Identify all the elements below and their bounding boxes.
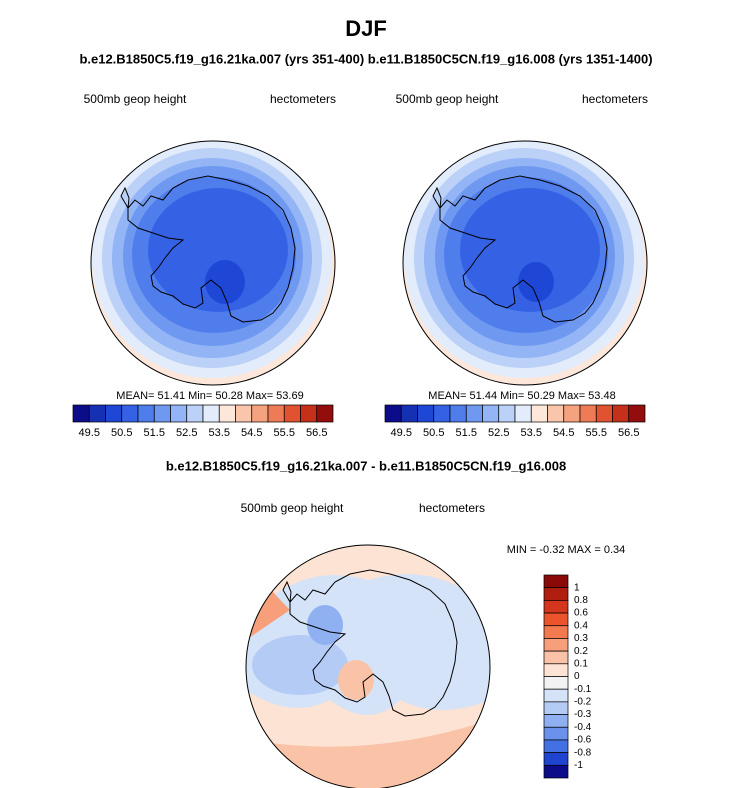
colorbar-box bbox=[384, 404, 402, 423]
colorbar-box bbox=[498, 404, 516, 423]
colorbar-label: 0.3 bbox=[574, 633, 588, 644]
colorbar-box bbox=[283, 404, 301, 423]
colorbar-box bbox=[563, 404, 581, 423]
colorbar-box bbox=[514, 404, 532, 423]
colorbar-box bbox=[543, 739, 569, 753]
map bbox=[91, 141, 335, 385]
colorbar-label: 50.5 bbox=[111, 427, 132, 439]
colorbar-label: 49.5 bbox=[391, 427, 412, 439]
colorbar-label: 0.2 bbox=[574, 646, 588, 657]
units-label: hectometers bbox=[270, 92, 336, 106]
colorbar-label: 0.6 bbox=[574, 608, 588, 619]
colorbar-label: 0.8 bbox=[574, 595, 588, 606]
stats: MIN = -0.32 MAX = 0.34 bbox=[507, 544, 626, 556]
stats: MEAN= 51.41 Min= 50.28 Max= 53.69 bbox=[116, 390, 303, 402]
colorbar-box bbox=[543, 650, 569, 665]
colorbar-box bbox=[170, 404, 188, 423]
colorbar-box bbox=[465, 404, 483, 423]
diff-title: b.e12.B1850C5.f19_g16.21ka.007 - b.e11.B… bbox=[166, 458, 566, 473]
colorbar-label: 0.4 bbox=[574, 620, 588, 631]
units-label: hectometers bbox=[582, 92, 648, 106]
colorbar-label: 55.5 bbox=[274, 427, 295, 439]
colorbar-box bbox=[218, 404, 236, 423]
colorbar-box bbox=[121, 404, 139, 423]
colorbar-box bbox=[251, 404, 269, 423]
colorbar-label: 54.5 bbox=[553, 427, 574, 439]
colorbar-label: -1 bbox=[574, 760, 583, 771]
colorbar-label: 53.5 bbox=[209, 427, 230, 439]
map bbox=[403, 141, 647, 385]
colorbar-label: -0.4 bbox=[574, 722, 592, 733]
colorbar-box bbox=[433, 404, 451, 423]
colorbar-box bbox=[543, 752, 569, 766]
colorbar-box bbox=[267, 404, 285, 423]
colorbar-label: 50.5 bbox=[423, 427, 444, 439]
colorbar-box bbox=[137, 404, 155, 423]
colorbar-box bbox=[316, 404, 334, 423]
colorbar-box bbox=[547, 404, 565, 423]
colorbar-box bbox=[543, 612, 569, 627]
colorbar-box bbox=[186, 404, 204, 423]
colorbar-label: 0.1 bbox=[574, 658, 588, 669]
colorbar-label: 52.5 bbox=[488, 427, 509, 439]
field-label: 500mb geop height bbox=[241, 501, 344, 515]
colorbar-box bbox=[543, 574, 569, 589]
colorbar-box bbox=[543, 764, 569, 779]
colorbar-box bbox=[72, 404, 90, 423]
colorbar-label: -0.8 bbox=[574, 747, 592, 758]
colorbar-box bbox=[543, 676, 569, 690]
colorbar-label: -0.1 bbox=[574, 684, 592, 695]
colorbar-box bbox=[153, 404, 171, 423]
colorbar-box bbox=[543, 663, 569, 677]
colorbar-label: 1 bbox=[574, 582, 580, 593]
colorbar-box bbox=[417, 404, 435, 423]
colorbar-box bbox=[543, 714, 569, 728]
colorbar-box bbox=[449, 404, 467, 423]
colorbar-box bbox=[612, 404, 630, 423]
colorbar-box bbox=[235, 404, 253, 423]
colorbar-box bbox=[543, 688, 569, 703]
colorbar-box bbox=[400, 404, 418, 423]
map-border bbox=[402, 140, 648, 386]
colorbar-box bbox=[543, 701, 569, 715]
colorbar-box bbox=[105, 404, 123, 423]
colorbar-label: 55.5 bbox=[586, 427, 607, 439]
map-border bbox=[245, 544, 491, 788]
colorbar-box bbox=[543, 726, 569, 741]
colorbar-box bbox=[543, 600, 569, 614]
colorbar-label: 0 bbox=[574, 671, 580, 682]
colorbar-label: 54.5 bbox=[241, 427, 262, 439]
colorbar-box bbox=[628, 404, 646, 423]
colorbar-box bbox=[543, 625, 569, 639]
colorbar-label: 52.5 bbox=[176, 427, 197, 439]
units-label: hectometers bbox=[419, 501, 485, 515]
colorbar-box bbox=[543, 587, 569, 601]
colorbar-label: 53.5 bbox=[521, 427, 542, 439]
colorbar-box bbox=[88, 404, 106, 423]
colorbar-box bbox=[300, 404, 318, 423]
stats: MEAN= 51.44 Min= 50.29 Max= 53.48 bbox=[428, 390, 615, 402]
colorbar-box bbox=[543, 638, 569, 652]
colorbar-label: 56.5 bbox=[618, 427, 639, 439]
field-label: 500mb geop height bbox=[396, 92, 499, 106]
colorbar-box bbox=[202, 404, 220, 423]
colorbar-label: 51.5 bbox=[456, 427, 477, 439]
colorbar-box bbox=[530, 404, 548, 423]
colorbar-label: 49.5 bbox=[79, 427, 100, 439]
colorbar-label: -0.2 bbox=[574, 697, 592, 708]
title: DJF bbox=[345, 16, 387, 41]
colorbar-label: -0.6 bbox=[574, 735, 592, 746]
colorbar-box bbox=[595, 404, 613, 423]
colorbar-label: -0.3 bbox=[574, 709, 592, 720]
colorbar-box bbox=[482, 404, 500, 423]
map-border bbox=[90, 140, 336, 386]
colorbar-label: 51.5 bbox=[144, 427, 165, 439]
colorbar-box bbox=[579, 404, 597, 423]
colorbar-label: 56.5 bbox=[306, 427, 327, 439]
field-label: 500mb geop height bbox=[84, 92, 187, 106]
subtitle: b.e12.B1850C5.f19_g16.21ka.007 (yrs 351-… bbox=[79, 51, 652, 66]
map bbox=[246, 545, 490, 788]
